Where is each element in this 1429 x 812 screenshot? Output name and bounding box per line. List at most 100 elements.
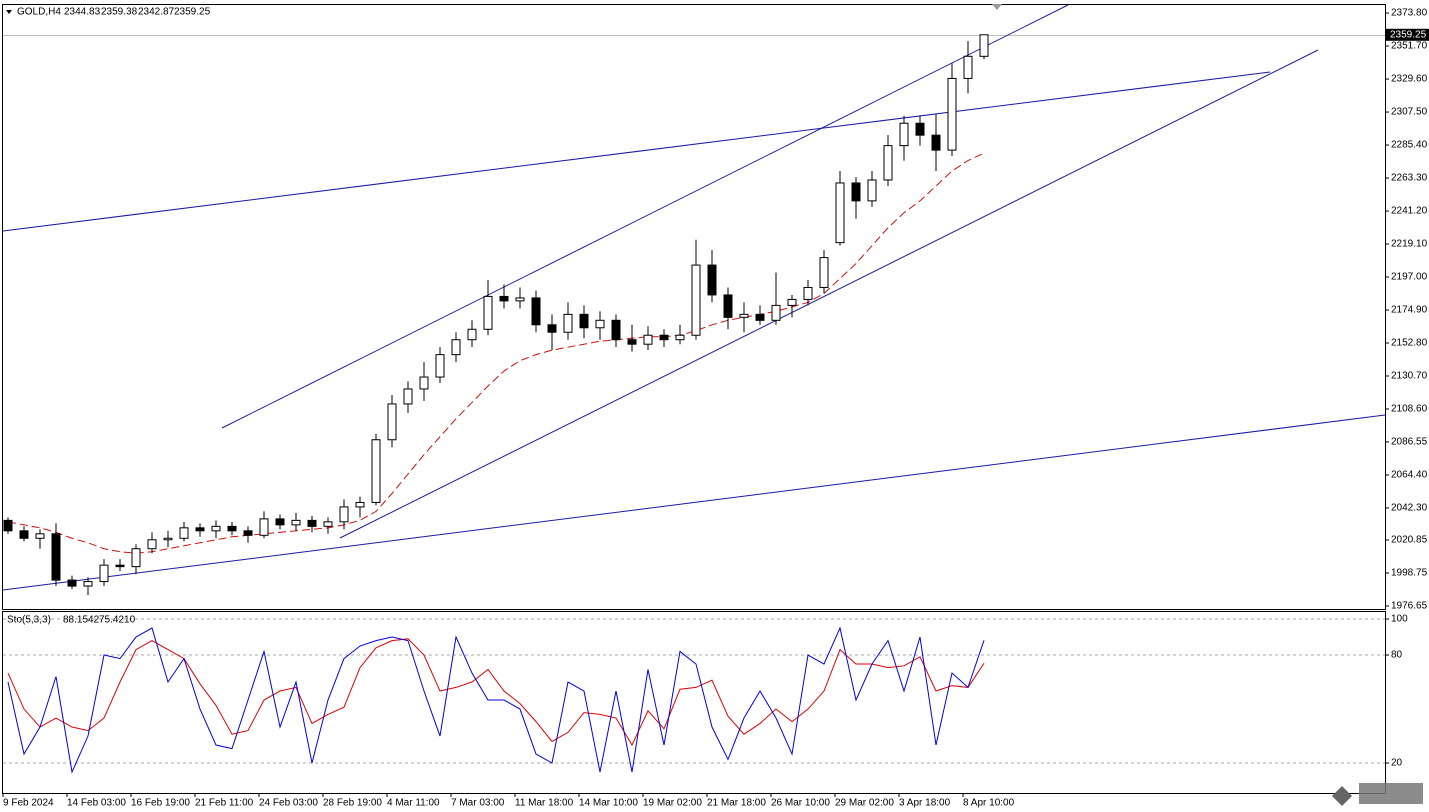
candle-body: [211, 525, 221, 532]
candle-body: [771, 304, 781, 321]
candle-body: [723, 294, 733, 318]
candle-body: [147, 539, 157, 550]
ohlc-open: 2344.83: [64, 7, 101, 18]
y-tick-label: 20: [1391, 758, 1403, 769]
x-tick-label: 19 Mar 02:00: [643, 798, 702, 809]
indicator-panel: [2, 611, 1386, 794]
main-plot: [3, 34, 989, 596]
y-tick-label: 2263.30: [1391, 173, 1428, 184]
candle-body: [963, 55, 973, 79]
x-tick-label: 29 Mar 02:00: [835, 798, 894, 809]
candle-body: [675, 334, 685, 341]
stochastic-line: [7, 626, 985, 774]
menu-arrow: [6, 10, 12, 14]
trend-lines: [2, 4, 1386, 591]
shift-marker: [992, 4, 1002, 10]
x-tick-label: 3 Apr 18:00: [899, 798, 951, 809]
candle-body: [115, 564, 125, 568]
candle-body: [579, 313, 589, 329]
x-tick-label: 11 Mar 18:00: [515, 798, 574, 809]
indicator-title: Sto(5,3,3): [7, 615, 51, 626]
indicator-signal: 75.4210: [99, 615, 136, 626]
candle-body: [83, 581, 93, 587]
candle-body: [371, 439, 381, 503]
ohlc-low: 2342.87: [138, 7, 175, 18]
price-tag: [1386, 28, 1429, 41]
candle-body: [851, 182, 861, 202]
candle-body: [515, 297, 525, 302]
candle-body: [883, 145, 893, 181]
ohlc-high: 2359.38: [101, 7, 138, 18]
candle-body: [243, 530, 253, 536]
candle-body: [163, 537, 173, 541]
y-tick-label: 2042.30: [1391, 503, 1428, 514]
x-tick-label: 28 Feb 19:00: [323, 798, 382, 809]
candle-body: [467, 328, 477, 341]
candle-body: [755, 313, 765, 321]
y-tick-label: 2373.80: [1391, 8, 1428, 19]
x-tick-label: 21 Feb 11:00: [195, 798, 254, 809]
candle-body: [739, 313, 749, 318]
candle-body: [563, 313, 573, 333]
candle-body: [499, 295, 509, 302]
y-tick-label: 2351.70: [1391, 41, 1428, 52]
candle-body: [979, 34, 989, 57]
candle-body: [899, 122, 909, 147]
candle-body: [531, 297, 541, 326]
candle-body: [179, 527, 189, 539]
y-tick-label: 2020.85: [1391, 535, 1428, 546]
candle-body: [131, 548, 141, 568]
y-tick-label: 100: [1391, 614, 1408, 625]
candle-body: [483, 295, 493, 330]
x-tick-label: 7 Mar 03:00: [451, 798, 505, 809]
x-tick-label: 14 Feb 03:00: [67, 798, 126, 809]
candle-body: [35, 533, 45, 539]
candle-body: [691, 264, 701, 336]
stochastic-plot: [3, 618, 1385, 774]
candle-body: [659, 334, 669, 341]
stochastic-line: [7, 638, 985, 747]
x-tick-label: 24 Feb 03:00: [259, 798, 318, 809]
candle-body: [419, 376, 429, 390]
x-tick-label: 14 Mar 10:00: [579, 798, 638, 809]
y-tick-label: 2174.90: [1391, 305, 1428, 316]
moving-average: [7, 152, 985, 554]
candle-body: [67, 579, 77, 587]
watermark-logo: [1332, 786, 1352, 806]
symbol-title: GOLD,H4: [17, 7, 61, 18]
trend-line-lower: [2, 414, 1386, 591]
y-tick-label: 2152.80: [1391, 338, 1428, 349]
y-tick-label: 2130.70: [1391, 371, 1428, 382]
candle-body: [3, 519, 13, 532]
candle-body: [451, 339, 461, 356]
y-tick-label: 80: [1391, 650, 1403, 661]
candle-body: [947, 77, 957, 151]
candle-body: [307, 519, 317, 527]
candle-body: [259, 518, 269, 536]
y-tick-label: 2064.40: [1391, 470, 1428, 481]
candle-body: [547, 324, 557, 333]
ohlc-close: 2359.25: [174, 7, 211, 18]
y-tick-label: 1976.65: [1391, 601, 1428, 612]
candle-body: [595, 319, 605, 329]
candle-body: [355, 501, 365, 508]
y-tick-label: 2108.60: [1391, 404, 1428, 415]
candle-body: [339, 506, 349, 523]
price-tag-label: 2359.25: [1390, 29, 1427, 40]
candle-body: [387, 403, 397, 441]
y-tick-label: 2219.10: [1391, 239, 1428, 250]
channel-lower: [339, 49, 1319, 539]
y-tick-label: 2197.00: [1391, 272, 1428, 283]
watermark: [1332, 783, 1423, 806]
candle-body: [19, 530, 29, 539]
candle-body: [707, 264, 717, 296]
indicator-main: 88.1542: [63, 615, 100, 626]
watermark-box: [1359, 783, 1423, 804]
x-tick-label: 4 Mar 11:00: [387, 798, 440, 809]
y-tick-label: 2241.20: [1391, 206, 1428, 217]
candle-body: [435, 354, 445, 378]
candle-body: [291, 519, 301, 526]
y-tick-label: 2329.60: [1391, 74, 1428, 85]
candle-body: [275, 518, 285, 526]
